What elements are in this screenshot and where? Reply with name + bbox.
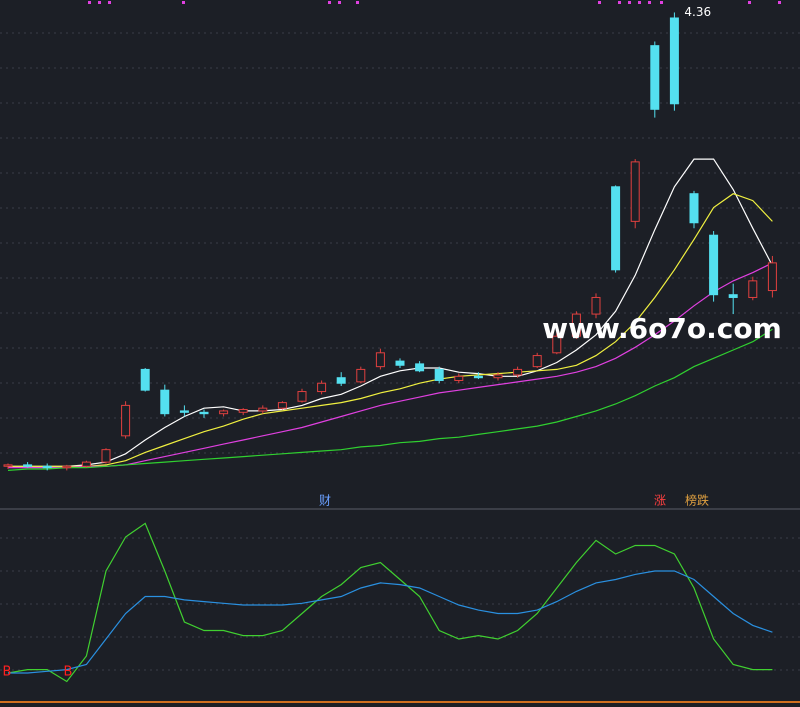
candle-body: [317, 382, 327, 393]
candle-body: [3, 464, 13, 467]
candle-body: [434, 368, 444, 381]
annotation: 财: [319, 494, 331, 508]
candle-body: [42, 465, 52, 469]
candle-body: [709, 234, 719, 296]
watermark: www.6o7o.com: [542, 312, 782, 345]
line-series: [7, 522, 773, 683]
candle-body: [415, 363, 425, 372]
candle-body: [62, 465, 72, 469]
candle-body: [513, 368, 523, 376]
line-series: [8, 570, 773, 674]
candle-body: [121, 404, 131, 437]
top-dots: [88, 1, 781, 4]
candle-body: [650, 45, 660, 110]
candle-body: [356, 368, 366, 383]
line-series: [8, 262, 773, 469]
signal: B: [64, 665, 73, 680]
annotation: 涨: [654, 493, 666, 508]
candle-body: [669, 17, 679, 105]
candle-body: [277, 402, 287, 409]
candle-body: [630, 161, 640, 222]
candle-body: [473, 375, 483, 379]
candle-body: [454, 375, 464, 381]
candle-body: [552, 335, 562, 354]
candle-body: [179, 410, 189, 413]
candle-body: [140, 368, 150, 391]
candle-body: [395, 360, 405, 366]
candle-body: [611, 186, 621, 271]
annotation: 榜跌: [685, 493, 709, 508]
candle-body: [219, 410, 229, 415]
candle-body: [532, 355, 542, 368]
candle-body: [591, 296, 601, 315]
signal: B: [3, 665, 12, 680]
candle-body: [81, 461, 91, 467]
candle-body: [767, 262, 777, 292]
candle-body: [689, 193, 699, 224]
candle-body: [297, 391, 307, 402]
candle-body: [23, 464, 33, 467]
candle-body: [728, 294, 738, 298]
candle-body: [199, 411, 209, 415]
candle-body: [748, 280, 758, 298]
candle-body: [160, 389, 170, 415]
line-series: [8, 193, 773, 467]
max-label: 4.36: [684, 5, 711, 19]
candle-body: [238, 409, 248, 413]
candle-body: [375, 352, 385, 368]
candle-body: [336, 377, 346, 384]
line-series: [8, 158, 773, 467]
line-series: [7, 328, 773, 471]
candle-body: [493, 374, 503, 379]
candle-body: [571, 313, 581, 337]
candle-body: [101, 449, 111, 463]
candle-body: [258, 407, 268, 412]
